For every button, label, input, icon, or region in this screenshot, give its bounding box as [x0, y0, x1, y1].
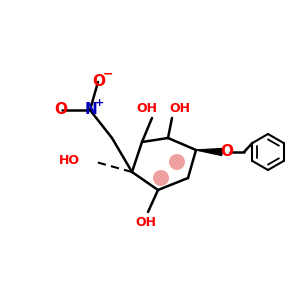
Text: O: O [220, 143, 233, 158]
Text: −: − [103, 68, 113, 80]
Text: OH: OH [136, 215, 157, 229]
Text: OH: OH [136, 103, 158, 116]
Text: N: N [85, 103, 98, 118]
Text: HO: HO [59, 154, 80, 167]
Circle shape [169, 154, 185, 170]
Text: O: O [55, 101, 68, 116]
Polygon shape [196, 148, 222, 155]
Text: OH: OH [169, 103, 190, 116]
Circle shape [153, 170, 169, 186]
Text: O: O [92, 74, 106, 88]
Text: +: + [94, 98, 103, 108]
